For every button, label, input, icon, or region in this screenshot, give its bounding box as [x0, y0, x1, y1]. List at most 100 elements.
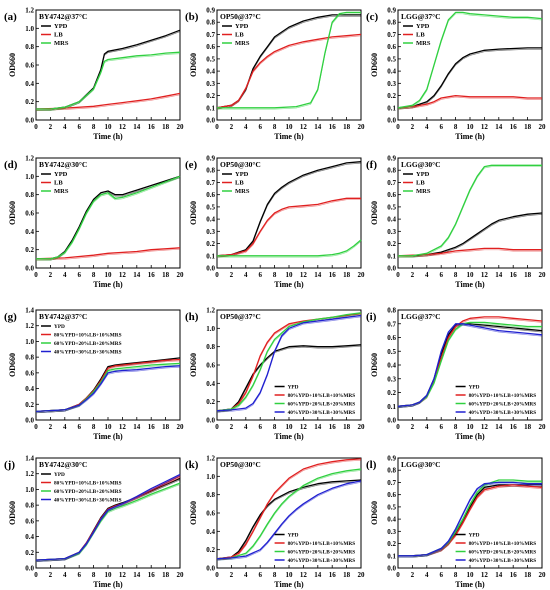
legend-label: 60%YPD+20%LB+20%MRS	[54, 489, 122, 495]
x-tick-label: 18	[524, 571, 532, 579]
y-tick-label: 0.8	[25, 502, 34, 510]
x-tick-label: 6	[77, 123, 81, 131]
panel-letter: (c)	[366, 11, 379, 23]
x-tick-label: 8	[92, 423, 96, 431]
y-tick-label: 0.0	[387, 265, 396, 273]
y-tick-label: 1.2	[25, 470, 34, 478]
x-tick-label: 12	[119, 423, 127, 431]
y-tick-label: 0.0	[25, 265, 34, 273]
x-tick-label: 0	[396, 423, 400, 431]
x-tick-label: 4	[63, 571, 67, 579]
series-replicate-red	[35, 94, 181, 111]
y-tick-label: 0.8	[206, 343, 215, 351]
panel-f: 0 2 4 6 8 10 12 14 16 18 20 0.0 0.1 0.2 0.3 0.4 0.5 0.6 0.…	[366, 155, 546, 290]
x-tick-label: 14	[133, 571, 141, 579]
x-tick-label: 20	[539, 423, 547, 431]
y-tick-label: 1.0	[206, 325, 215, 333]
series-replicate-red	[35, 248, 181, 261]
legend-label: YPD	[416, 23, 430, 30]
y-tick-label: 0.2	[206, 546, 215, 554]
series-replicate-red	[397, 249, 542, 258]
x-tick-label: 18	[343, 271, 351, 279]
series-line-blue	[35, 473, 181, 561]
x-tick-label: 8	[454, 571, 458, 579]
panel-letter: (g)	[4, 311, 17, 323]
series-line-green	[36, 175, 181, 260]
panel-k: 0 2 4 6 8 10 12 14 16 18 20 0.0 0.2 0.4 0.6 0.8 1.0 1.2 Ti…	[185, 455, 365, 590]
y-tick-label: 1.0	[25, 25, 34, 33]
series-line-red	[397, 247, 542, 257]
y-axis-label: OD660	[8, 353, 17, 377]
x-tick-label: 12	[481, 423, 489, 431]
x-tick-label: 2	[230, 123, 234, 131]
panel-g: 0 2 4 6 8 10 12 14 16 18 20 0.0 0.2 0.4 0.6 0.8 1.0 1.2 1.…	[4, 307, 184, 442]
x-tick-label: 20	[177, 271, 185, 279]
y-tick-label: 0.0	[206, 565, 215, 573]
x-tick-label: 10	[467, 571, 475, 579]
y-tick-label: 0.9	[387, 455, 396, 463]
x-tick-label: 10	[467, 271, 475, 279]
y-tick-label: 0.7	[387, 179, 396, 187]
y-tick-label: 0.6	[387, 491, 396, 499]
y-tick-label: 0.1	[387, 552, 396, 560]
y-axis-label: OD660	[189, 201, 198, 225]
x-tick-label: 4	[425, 423, 429, 431]
legend-label: MRS	[54, 188, 69, 195]
panel-letter: (i)	[366, 311, 377, 323]
x-tick-label: 14	[314, 123, 322, 131]
x-tick-label: 8	[454, 271, 458, 279]
y-tick-label: 0.6	[206, 191, 215, 199]
y-tick-label: 0.6	[25, 62, 34, 70]
series-replicate-green	[397, 13, 543, 110]
panel-letter: (k)	[185, 459, 199, 471]
panel-i: 0 2 4 6 8 10 12 14 16 18 20 0.0 0.1 0.2 0.3 0.4 0.5 0.6 0.…	[366, 307, 546, 442]
x-tick-label: 8	[273, 271, 277, 279]
panel-a: 0 2 4 6 8 10 12 14 16 18 20 0.0 0.2 0.4 0.6 0.8 1.0 1.2 Ti…	[4, 7, 184, 142]
legend-label: 80%YPD+10%LB+10%MRS	[469, 393, 537, 399]
panel-letter: (h)	[185, 311, 199, 323]
series-line-blue	[216, 480, 362, 560]
series-line-blue	[216, 314, 362, 412]
x-tick-label: 20	[539, 271, 547, 279]
series-replicate-black	[216, 15, 361, 110]
x-tick-label: 6	[439, 271, 443, 279]
y-axis-label: OD660	[8, 201, 17, 225]
x-tick-label: 0	[215, 123, 219, 131]
panel-letter: (j)	[4, 459, 15, 471]
x-tick-label: 18	[524, 271, 532, 279]
x-tick-label: 12	[481, 123, 489, 131]
legend-label: 40%YPD+30%LB+30%MRS	[54, 350, 122, 356]
x-tick-label: 0	[396, 123, 400, 131]
y-tick-label: 0.6	[387, 43, 396, 51]
x-tick-label: 18	[162, 423, 170, 431]
y-tick-label: 1.4	[25, 455, 34, 463]
x-tick-label: 18	[162, 271, 170, 279]
panel-letter: (f)	[366, 159, 377, 171]
x-tick-label: 20	[358, 423, 366, 431]
x-tick-label: 20	[358, 123, 366, 131]
y-tick-label: 0.5	[387, 203, 396, 211]
x-tick-label: 18	[162, 123, 170, 131]
x-tick-label: 18	[343, 423, 351, 431]
legend-label: 60%YPD+20%LB+20%MRS	[288, 550, 356, 556]
legend-label: YPD	[469, 533, 480, 539]
x-tick-label: 0	[34, 423, 38, 431]
panel-c: 0 2 4 6 8 10 12 14 16 18 20 0.0 0.1 0.2 0.3 0.4 0.5 0.6 0.…	[366, 7, 546, 142]
x-tick-label: 12	[119, 571, 127, 579]
series-line-green	[397, 11, 543, 109]
x-tick-label: 12	[119, 271, 127, 279]
x-tick-label: 20	[539, 571, 547, 579]
y-tick-label: 0.8	[206, 491, 215, 499]
panel-title: BY4742@37°C	[39, 312, 87, 321]
panel-letter: (b)	[185, 11, 199, 23]
y-tick-label: 0.0	[387, 117, 396, 125]
y-tick-label: 0.7	[387, 479, 396, 487]
y-tick-label: 0.3	[387, 375, 396, 383]
y-tick-label: 0.6	[387, 334, 396, 342]
y-tick-label: 0.6	[206, 510, 215, 518]
panel-letter: (l)	[366, 459, 377, 471]
y-tick-label: 0.0	[387, 417, 396, 425]
x-tick-label: 0	[396, 571, 400, 579]
panel-letter: (d)	[4, 159, 18, 171]
series-line-blue	[35, 365, 181, 413]
